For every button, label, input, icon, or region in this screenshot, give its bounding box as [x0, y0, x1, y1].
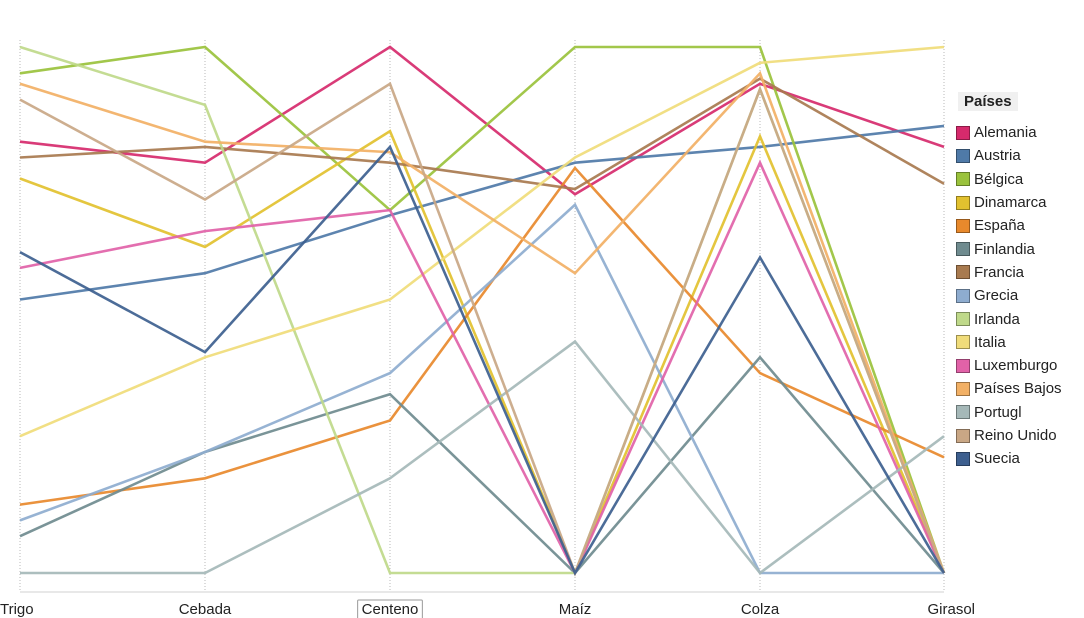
legend-swatch-11 [956, 381, 970, 396]
legend-item-7[interactable]: Grecia [956, 284, 1084, 307]
series-line-14[interactable] [19, 144, 946, 576]
axis-label-selected-box [357, 599, 423, 618]
legend-swatch-3 [956, 195, 970, 210]
legend-swatch-9 [956, 335, 970, 350]
legend-label-7: Grecia [974, 287, 1019, 305]
legend-label-9: Italia [974, 333, 1006, 351]
legend-swatch-6 [956, 265, 970, 280]
legend-item-8[interactable]: Irlanda [956, 307, 1084, 330]
series-line-10[interactable] [19, 159, 946, 577]
series-line-4[interactable] [19, 165, 945, 506]
axis-label-4[interactable]: Colza [741, 601, 780, 618]
legend-label-1: Austria [974, 147, 1021, 165]
axis-label-2[interactable]: Centeno [362, 601, 419, 618]
legend-swatch-7 [956, 288, 970, 303]
legend-item-9[interactable]: Italia [956, 331, 1084, 354]
legend-label-0: Alemania [974, 124, 1037, 142]
series-line-3[interactable] [19, 129, 946, 577]
legend-swatch-5 [956, 242, 970, 257]
legend-item-5[interactable]: Finlandia [956, 237, 1084, 260]
legend: Países Alemania Austria Bélgica Dinamarca Es… [956, 92, 1084, 470]
legend-label-8: Irlanda [974, 310, 1020, 328]
legend-swatch-14 [956, 451, 970, 466]
legend-swatch-2 [956, 172, 970, 187]
legend-label-11: Países Bajos [974, 380, 1062, 398]
legend-swatch-0 [956, 125, 970, 140]
legend-item-12[interactable]: Portugl [956, 401, 1084, 424]
legend-item-10[interactable]: Luxemburgo [956, 354, 1084, 377]
legend-item-6[interactable]: Francia [956, 261, 1084, 284]
series-line-0[interactable] [19, 45, 945, 196]
legend-label-6: Francia [974, 263, 1025, 281]
series-line-1[interactable] [19, 124, 945, 301]
legend-label-10: Luxemburgo [974, 357, 1058, 375]
legend-item-2[interactable]: Bélgica [956, 168, 1084, 191]
legend-label-13: Reino Unido [974, 427, 1057, 444]
series-line-13[interactable] [19, 81, 946, 577]
legend-label-14: Suecia [974, 450, 1020, 468]
legend-item-13[interactable]: Reino Unido [956, 424, 1084, 447]
axis-label-1[interactable]: Cebada [179, 601, 232, 618]
legend-label-3: Dinamarca [974, 194, 1047, 212]
axis-label-5[interactable]: Girasol [927, 601, 975, 618]
legend-label-2: Bélgica [974, 170, 1024, 188]
legend-swatch-4 [956, 218, 970, 233]
series-line-5[interactable] [19, 355, 945, 575]
legend-swatch-10 [956, 358, 970, 373]
series-line-9[interactable] [19, 45, 945, 438]
legend-swatch-12 [956, 405, 970, 420]
legend-item-11[interactable]: Países Bajos [956, 377, 1084, 400]
legend-label-12: Portugl [974, 403, 1022, 421]
legend-label-4: España [974, 217, 1025, 235]
series-line-6[interactable] [19, 77, 945, 191]
legend-item-4[interactable]: España [956, 214, 1084, 237]
series-line-7[interactable] [19, 202, 944, 575]
legend-swatch-13 [956, 428, 970, 443]
legend-item-3[interactable]: Dinamarca [956, 191, 1084, 214]
legend-label-5: Finlandia [974, 240, 1035, 258]
legend-swatch-1 [956, 148, 970, 163]
series-line-11[interactable] [19, 70, 946, 574]
legend-item-14[interactable]: Suecia [956, 447, 1084, 470]
series-line-12[interactable] [20, 339, 945, 575]
series-line-2[interactable] [19, 45, 946, 574]
legend-swatch-8 [956, 312, 970, 327]
axis-label-3[interactable]: Maíz [559, 601, 592, 618]
axis-label-0[interactable]: Trigo [0, 601, 34, 618]
legend-item-1[interactable]: Austria [956, 144, 1084, 167]
legend-title: Países [958, 92, 1018, 111]
legend-item-0[interactable]: Alemania [956, 121, 1084, 144]
legend-items: Alemania Austria Bélgica Dinamarca España Fin… [956, 121, 1084, 470]
